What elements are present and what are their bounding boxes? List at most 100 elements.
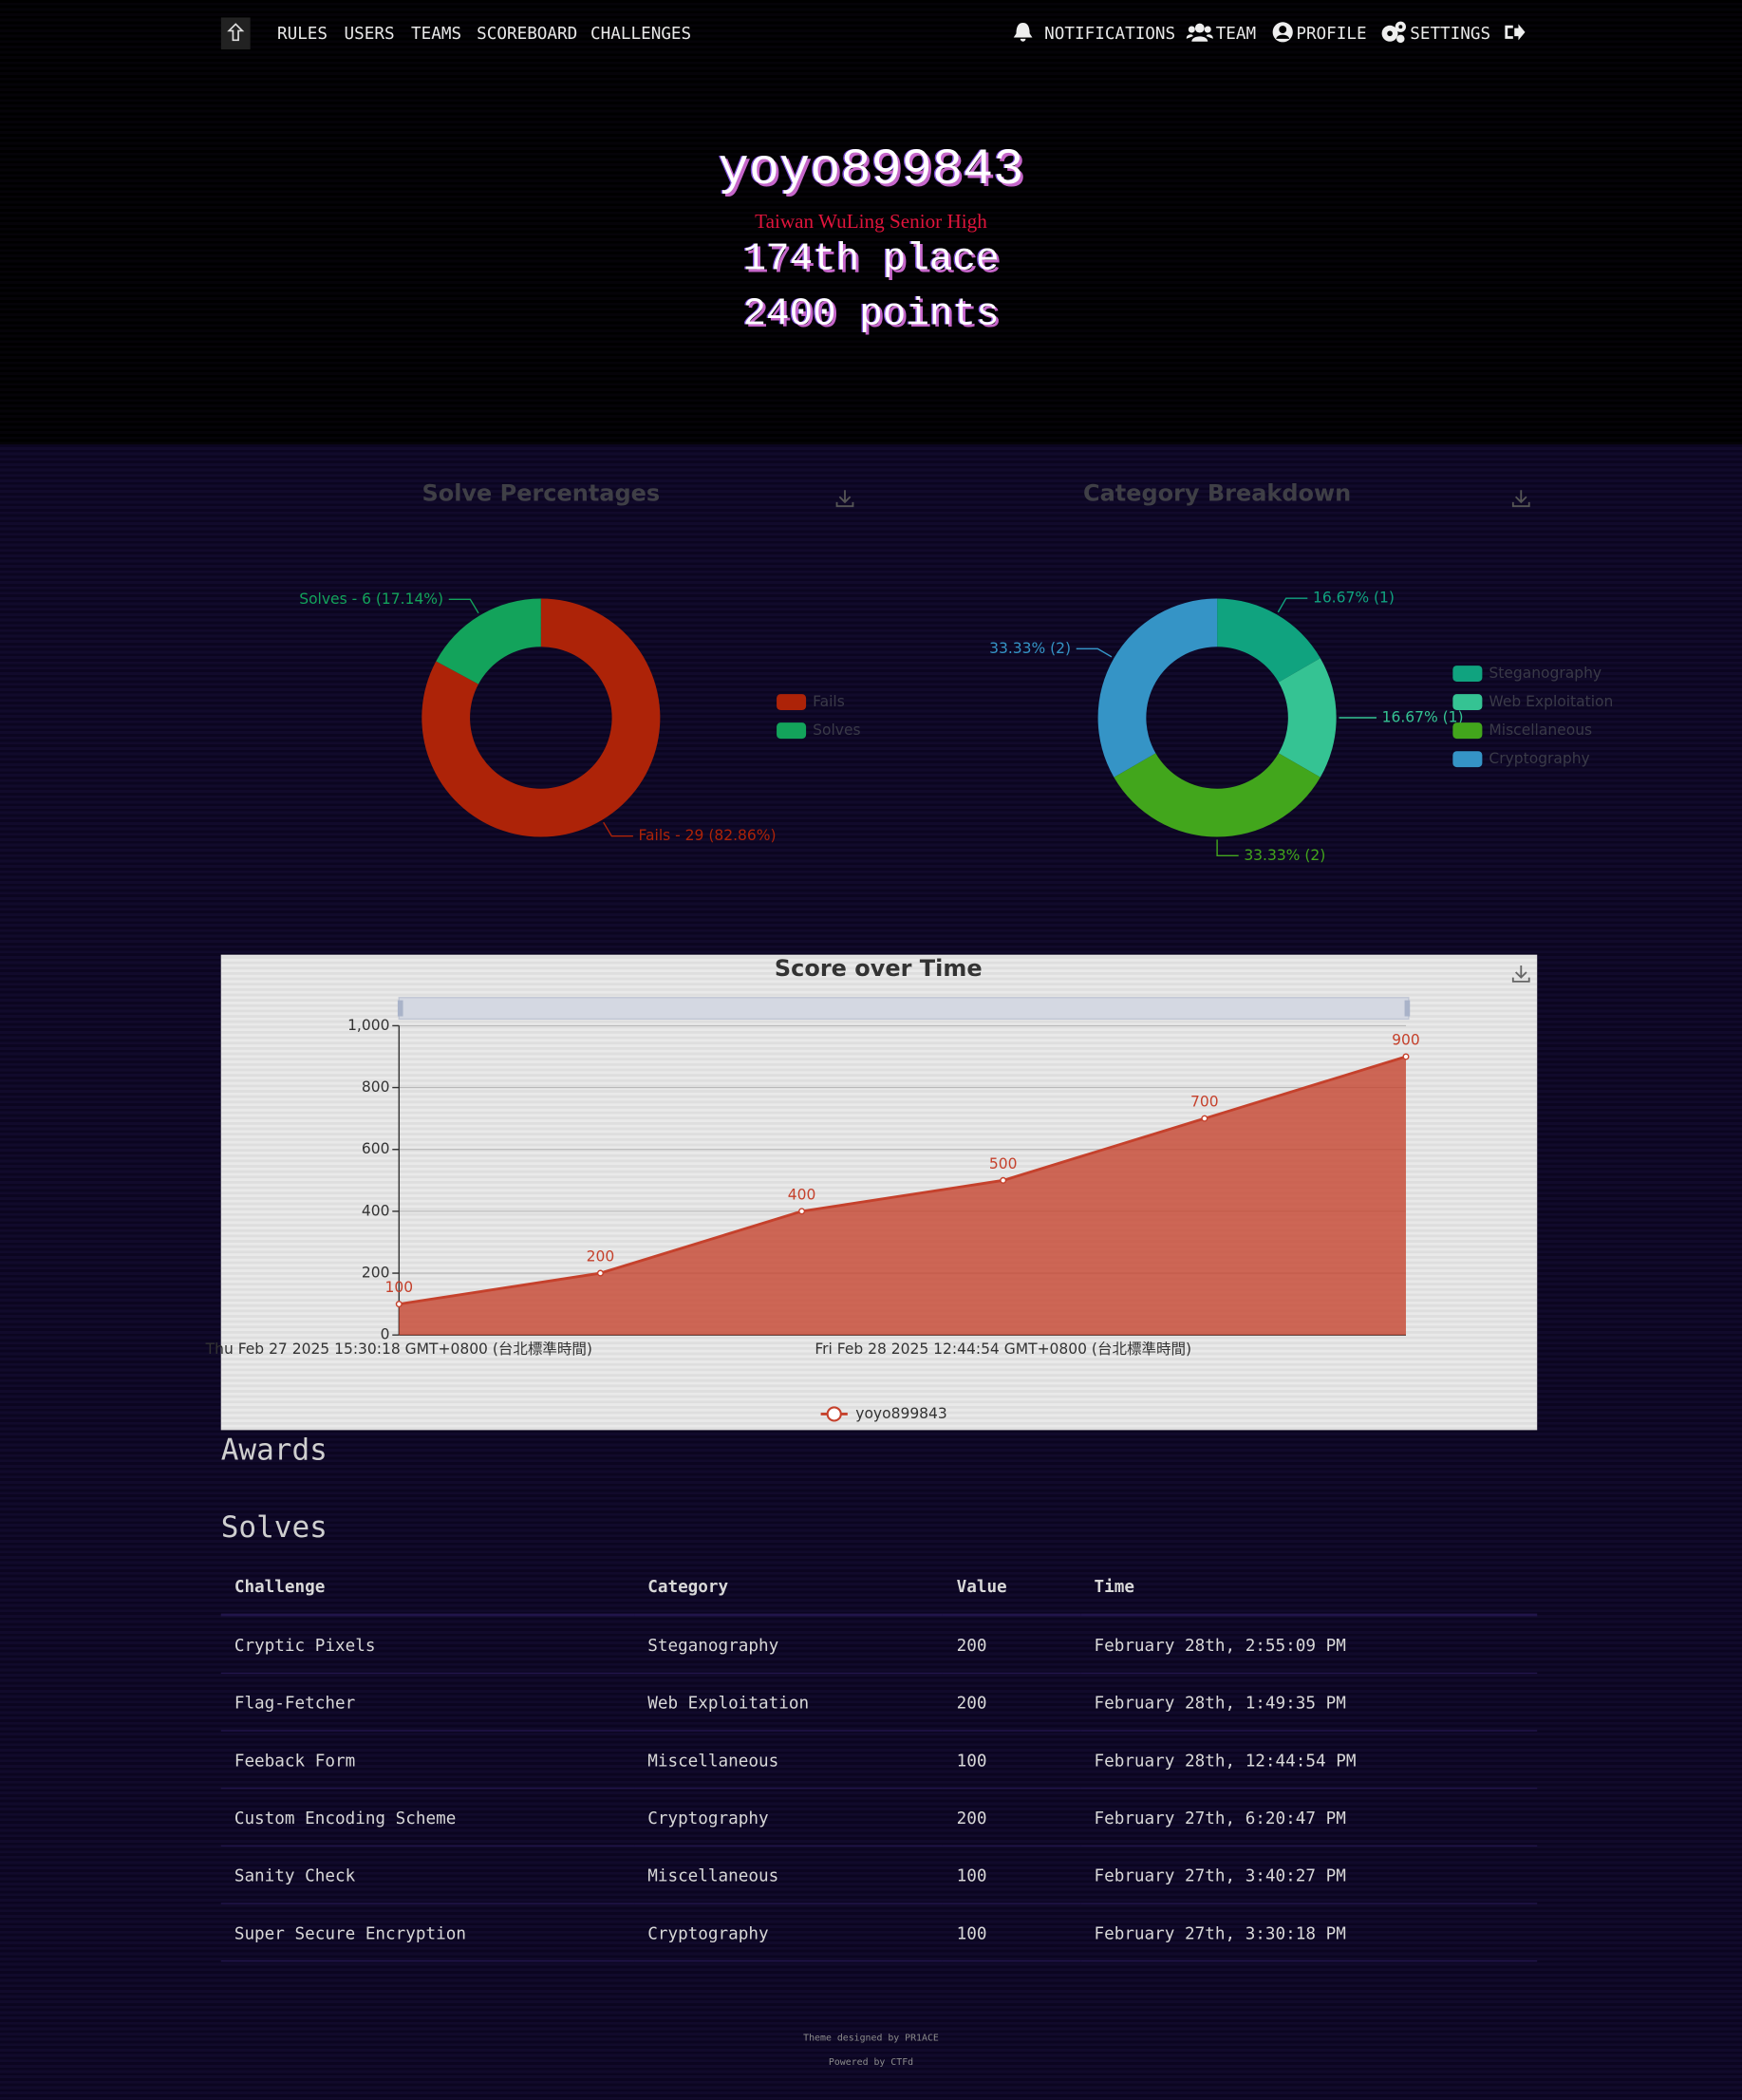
zoom-handle[interactable] [1404,1000,1411,1017]
pie-slice [1097,598,1218,778]
table-cell: Cryptic Pixels [220,1615,635,1675]
table-cell: 100 [943,1903,1081,1962]
table-header: Challenge Category Value Time [220,1557,1538,1617]
chart-title: Solve Percentages [421,479,660,506]
table-row: Flag-Fetcher Web Exploitation 200 February … [220,1673,1538,1732]
table-cell: Custom Encoding Scheme [220,1788,635,1847]
point [1201,1115,1208,1122]
data-label: 16.67% (1) [1313,590,1395,607]
x-tick-label: Fri Feb 28 2025 12:44:54 GMT+0800 (台北標準時… [815,1341,1191,1358]
table-body: Cryptic Pixels Steganography 200 February 2… [220,1615,1538,1962]
y-tick-label: 0 [381,1326,390,1343]
data-label: Solves - 6 (17.14%) [299,591,443,608]
column-header: Time [1080,1557,1538,1617]
legend-swatch[interactable] [777,722,807,740]
point [596,1269,604,1277]
nav-link[interactable]: PROFILE [1296,22,1367,44]
nav-link[interactable]: NOTIFICATIONS [1044,22,1176,44]
column-header: Value [943,1557,1081,1617]
point [798,1208,806,1215]
pie-slice [1278,658,1337,778]
nav-link[interactable]: USERS [344,22,395,44]
pie-slice [436,598,541,684]
profile-icon [1272,22,1293,43]
nav-link[interactable]: SCOREBOARD [477,22,578,44]
table-row: Custom Encoding Scheme Cryptography 200 Feb… [220,1788,1538,1847]
team-icon [1186,23,1213,42]
data-label: 200 [587,1248,615,1266]
table-cell: February 28th, 2:55:09 PM [1080,1615,1538,1675]
table-cell: February 28th, 12:44:54 PM [1080,1731,1538,1790]
legend-label[interactable]: yoyo899843 [855,1405,946,1422]
place: 174th place [742,236,1000,282]
header-band: RULES USERS TEAMS SCOREBOARD CHALLENGES … [0,0,1742,445]
data-label: Fails - 29 (82.86%) [639,827,777,844]
y-tick-label: 1,000 [347,1017,389,1034]
pie-slice [421,598,661,837]
user-name: yoyo899843 [718,141,1024,200]
table-row: Cryptic Pixels Steganography 200 February 2… [220,1615,1538,1675]
download-icon[interactable] [1511,490,1530,508]
logo[interactable] [220,17,251,50]
zoom-handle[interactable] [397,1000,403,1017]
legend-swatch[interactable] [777,694,807,711]
chart-title: Score over Time [775,955,983,982]
table-row: Sanity Check Miscellaneous 100 February 27t… [220,1846,1538,1904]
data-zoom[interactable] [398,997,1410,1021]
point [395,1301,403,1308]
legend-label[interactable]: Miscellaneous [1489,722,1592,739]
settings-icon [1381,21,1406,44]
column-header: Challenge [220,1557,635,1617]
legend-swatch[interactable] [1452,666,1483,682]
table-cell: Miscellaneous [634,1731,944,1790]
bell-icon [1013,22,1033,42]
table-cell: February 27th, 3:40:27 PM [1080,1846,1538,1904]
charts: Solve Percentages Fails - 29 (82.86%) Solv… [205,479,1613,1431]
legend-swatch[interactable] [1452,694,1483,711]
data-label: 700 [1190,1094,1219,1111]
legend-label[interactable]: Fails [813,693,845,710]
data-label: 400 [788,1186,816,1203]
point [1402,1053,1410,1060]
y-tick-label: 600 [362,1140,390,1157]
label-line [1216,839,1239,856]
nav-link[interactable]: TEAMS [411,22,462,44]
line [399,1055,1407,1306]
data-label: 16.67% (1) [1382,709,1464,726]
nav-link[interactable]: CHALLENGES [590,22,692,44]
table-cell: Steganography [634,1615,944,1675]
table-cell: 200 [943,1788,1081,1847]
nav-link[interactable]: RULES [276,22,328,44]
table-row: Super Secure Encryption Cryptography 100 Fe… [220,1903,1538,1962]
logout-icon[interactable] [1504,22,1526,44]
pie-slice [1114,753,1321,837]
nav-link[interactable]: TEAM [1215,22,1257,44]
label-line [448,598,479,614]
legend-label[interactable]: Solves [813,722,860,739]
data-label: 900 [1392,1032,1420,1049]
legend-label[interactable]: Steganography [1489,665,1602,682]
footer-text: Powered by CTFd [828,2056,914,2068]
download-icon[interactable] [1511,965,1530,983]
table-cell: Sanity Check [220,1846,635,1904]
footer-text: Theme designed by PR1ACE [803,2033,939,2044]
score: 2400 points [742,291,1000,337]
affiliation: Taiwan WuLing Senior High [755,211,987,234]
solves-table: Challenge Category Value Time Cryptic Pixel… [220,1557,1538,1962]
table-cell: February 28th, 1:49:35 PM [1080,1673,1538,1732]
section-title: Solves [220,1511,328,1546]
legend-swatch[interactable] [1452,751,1483,768]
table-cell: 200 [943,1615,1081,1675]
nav-link[interactable]: SETTINGS [1410,22,1491,44]
legend-label[interactable]: Cryptography [1489,750,1589,767]
download-icon[interactable] [835,490,854,508]
legend-label[interactable]: Web Exploitation [1489,693,1613,710]
legend-swatch[interactable] [1452,722,1483,740]
y-tick-label: 800 [362,1078,390,1096]
y-tick-label: 400 [362,1202,390,1219]
table-cell: Flag-Fetcher [220,1673,635,1732]
label-line [1076,647,1113,658]
table-cell: Feeback Form [220,1731,635,1790]
legend-marker[interactable] [826,1406,842,1422]
